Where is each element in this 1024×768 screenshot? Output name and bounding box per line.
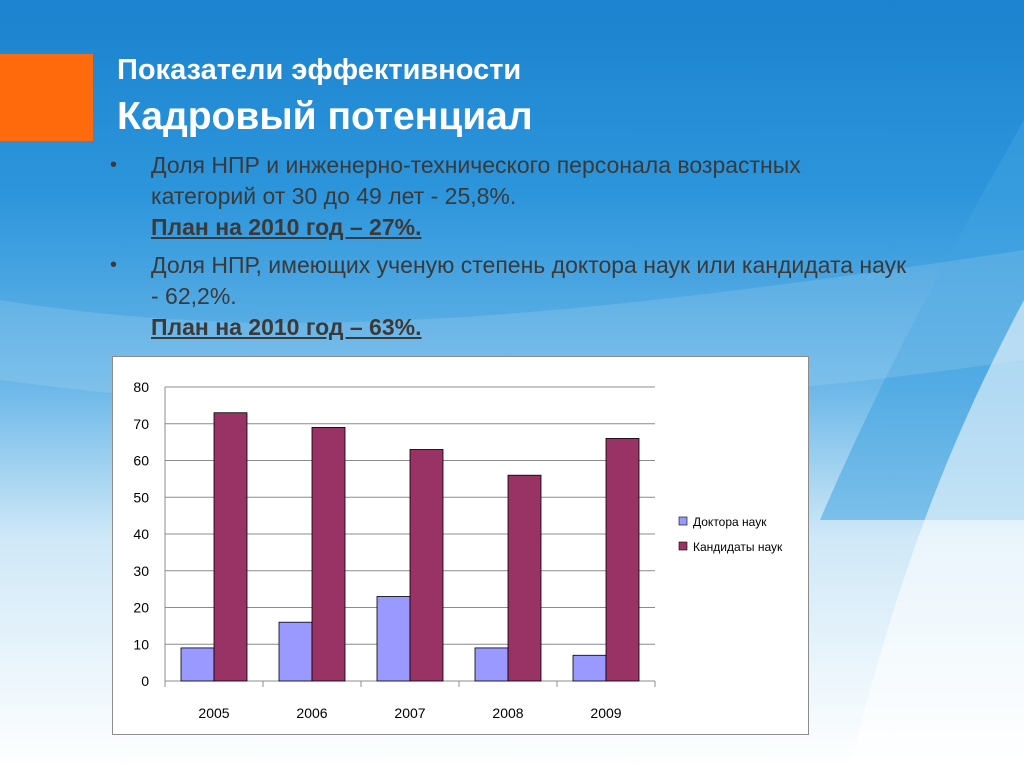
bar-chart: 0 10 20 30 40 50 60 70 80 2005 2006 2007 2008 2009 Док… [133, 379, 783, 721]
y-tick-label: 50 [133, 489, 149, 505]
bullet-item: • Доля НПР и инженерно-технического перс… [110, 150, 910, 243]
bar-candidates-2009 [605, 438, 640, 682]
accent-block [0, 54, 93, 141]
bullet-icon: • [110, 154, 118, 176]
x-tick-label: 2005 [198, 705, 229, 721]
bar-doctors-2007 [376, 596, 411, 682]
chart-panel: 0 10 20 30 40 50 60 70 80 2005 2006 2007 2008 2009 Док… [112, 356, 809, 735]
bullet-plan: План на 2010 год – 63%. [151, 314, 422, 340]
bullet-plan: План на 2010 год – 27%. [151, 214, 422, 240]
legend-swatch [678, 541, 688, 551]
legend-label: Доктора наук [693, 515, 767, 529]
bar-doctors-2008 [474, 647, 509, 682]
slide-title: Кадровый потенциал [117, 95, 533, 138]
y-tick-label: 40 [133, 526, 149, 542]
bar-doctors-2005 [180, 647, 215, 682]
x-tick-label: 2009 [590, 705, 621, 721]
bar-candidates-2007 [409, 449, 444, 682]
bullet-item: • Доля НПР, имеющих ученую степень докто… [110, 250, 910, 343]
legend-label: Кандидаты наук [693, 540, 783, 554]
x-tick-label: 2006 [296, 705, 327, 721]
bullet-text: Доля НПР, имеющих ученую степень доктора… [151, 252, 907, 309]
bullet-text: Доля НПР и инженерно-технического персон… [151, 152, 801, 209]
bar-doctors-2009 [572, 654, 607, 682]
bullet-list: • Доля НПР и инженерно-технического перс… [110, 150, 910, 350]
bullet-icon: • [110, 254, 118, 276]
y-tick-label: 30 [133, 563, 149, 579]
bar-candidates-2008 [507, 474, 542, 682]
bar-candidates-2006 [311, 427, 346, 682]
y-tick-label: 60 [133, 453, 149, 469]
y-tick-label: 80 [133, 379, 149, 395]
slide-subtitle: Показатели эффективности [117, 54, 522, 86]
bar-candidates-2005 [213, 412, 248, 682]
x-tick-label: 2008 [492, 705, 523, 721]
y-tick-label: 20 [133, 600, 149, 616]
y-tick-label: 10 [133, 636, 149, 652]
x-tick-label: 2007 [394, 705, 425, 721]
y-tick-label: 70 [133, 416, 149, 432]
y-tick-label: 0 [141, 673, 149, 689]
legend-swatch [678, 516, 688, 526]
bar-doctors-2006 [278, 621, 313, 682]
